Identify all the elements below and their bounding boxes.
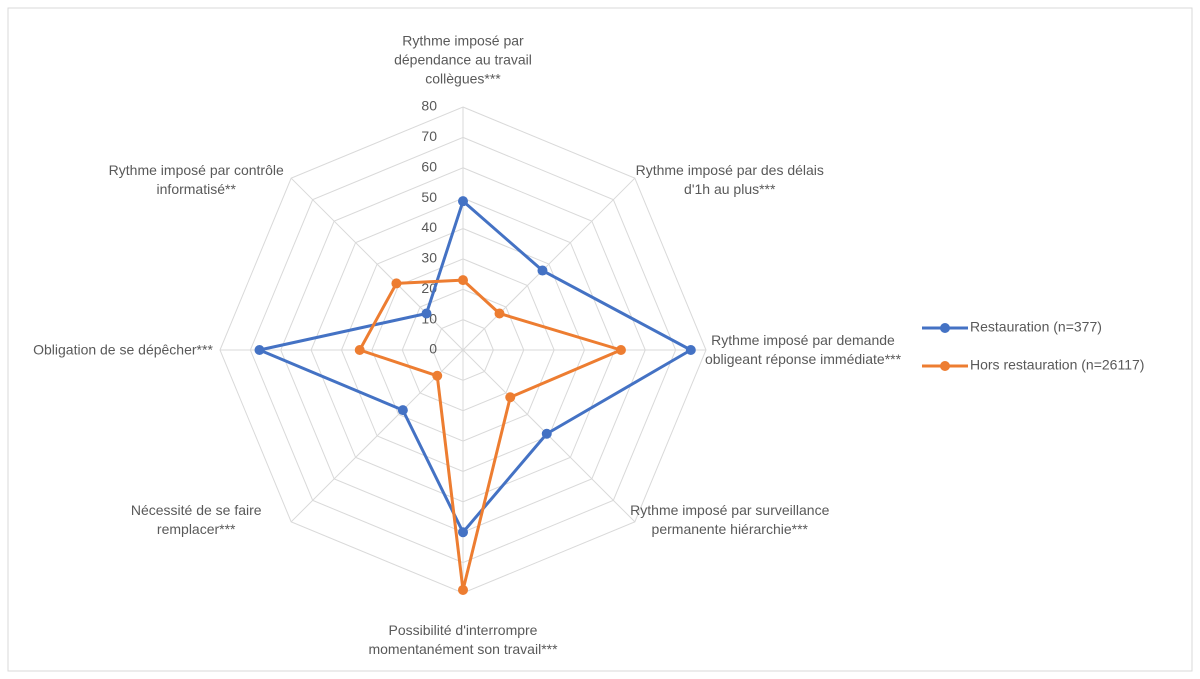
category-label: Obligation de se dépêcher*** xyxy=(33,341,213,358)
legend-marker xyxy=(940,323,950,333)
r-tick-label: 40 xyxy=(421,219,437,235)
data-point xyxy=(354,345,365,355)
category-label: Rythme imposé par dépendance au travail … xyxy=(394,32,532,87)
r-tick-label: 60 xyxy=(421,158,437,174)
data-point xyxy=(685,345,696,355)
data-point xyxy=(458,275,468,286)
legend-label: Hors restauration (n=26117) xyxy=(970,357,1144,373)
data-point xyxy=(391,278,402,289)
data-point xyxy=(458,196,468,207)
r-tick-label: 30 xyxy=(421,250,437,266)
category-label: Nécessité de se faire remplacer*** xyxy=(130,501,262,537)
data-point xyxy=(432,370,443,381)
category-label: Rythme imposé par demande obligeant répo… xyxy=(704,332,902,367)
spoke xyxy=(290,177,464,351)
series-line xyxy=(257,199,693,534)
data-point xyxy=(254,345,265,355)
category-label: Possibilité d'interrompre momentanément … xyxy=(368,622,558,657)
category-label: Rythme imposé par contrôle informatisé** xyxy=(108,162,284,198)
r-tick-label: 70 xyxy=(421,128,437,144)
legend-marker xyxy=(940,361,950,371)
chart-border xyxy=(7,7,1193,672)
r-tick-label: 80 xyxy=(421,98,437,114)
data-point xyxy=(458,527,468,538)
legend-label: Restauration (n=377) xyxy=(970,319,1102,335)
data-point xyxy=(421,308,432,319)
data-point xyxy=(615,345,626,355)
data-point xyxy=(397,405,408,416)
data-point xyxy=(494,308,505,319)
spoke xyxy=(462,177,636,351)
category-label: Rythme imposé par des délais d'1h au plu… xyxy=(635,162,824,198)
data-point xyxy=(505,392,516,403)
data-point xyxy=(458,584,468,595)
data-point xyxy=(537,265,548,276)
category-label: Rythme imposé par surveillance permanent… xyxy=(630,501,830,537)
r-tick-label: 0 xyxy=(429,341,437,357)
r-tick-label: 50 xyxy=(421,189,437,205)
data-point xyxy=(541,428,552,439)
